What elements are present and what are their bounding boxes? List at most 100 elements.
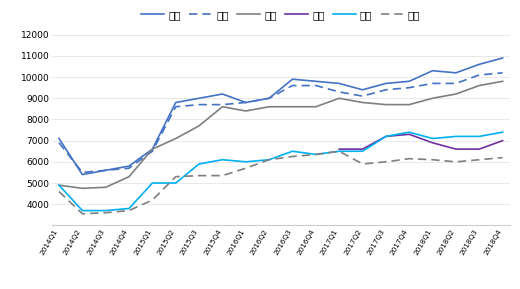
深圳 xyxy=(79,187,85,190)
上海 xyxy=(406,86,412,89)
上海 xyxy=(430,82,436,85)
沈阳 xyxy=(406,157,412,160)
北京 xyxy=(266,97,272,100)
昆明 xyxy=(243,160,249,164)
深圳 xyxy=(173,137,179,140)
昆明 xyxy=(430,137,436,140)
兰州 xyxy=(406,133,412,136)
上海 xyxy=(149,149,155,153)
北京 xyxy=(359,88,366,92)
北京 xyxy=(79,173,85,176)
深圳 xyxy=(243,109,249,113)
昆明 xyxy=(500,130,506,134)
兰州 xyxy=(359,147,366,151)
Line: 北京: 北京 xyxy=(59,58,503,175)
北京 xyxy=(126,164,132,168)
沈阳 xyxy=(313,153,319,156)
Legend: 北京, 上海, 深圳, 兰州, 昆明, 沈阳: 北京, 上海, 深圳, 兰州, 昆明, 沈阳 xyxy=(137,5,424,24)
昆明 xyxy=(336,149,342,153)
北京 xyxy=(173,101,179,104)
深圳 xyxy=(406,103,412,106)
上海 xyxy=(196,103,202,106)
北京 xyxy=(219,92,226,96)
昆明 xyxy=(453,135,459,138)
兰州 xyxy=(383,135,389,138)
沈阳 xyxy=(243,166,249,170)
沈阳 xyxy=(126,209,132,212)
Line: 深圳: 深圳 xyxy=(59,81,503,188)
沈阳 xyxy=(196,174,202,177)
深圳 xyxy=(359,101,366,104)
沈阳 xyxy=(173,175,179,178)
昆明 xyxy=(406,130,412,134)
昆明 xyxy=(219,158,226,162)
兰州 xyxy=(500,139,506,142)
北京 xyxy=(243,101,249,104)
上海 xyxy=(266,97,272,100)
沈阳 xyxy=(336,149,342,153)
沈阳 xyxy=(219,174,226,177)
上海 xyxy=(500,71,506,75)
深圳 xyxy=(149,147,155,151)
北京 xyxy=(313,79,319,83)
兰州 xyxy=(476,147,483,151)
沈阳 xyxy=(500,156,506,159)
北京 xyxy=(430,69,436,73)
上海 xyxy=(336,90,342,94)
昆明 xyxy=(126,207,132,210)
昆明 xyxy=(359,149,366,153)
深圳 xyxy=(476,84,483,87)
Line: 沈阳: 沈阳 xyxy=(59,151,503,214)
上海 xyxy=(173,105,179,108)
北京 xyxy=(196,97,202,100)
深圳 xyxy=(336,97,342,100)
上海 xyxy=(219,103,226,106)
沈阳 xyxy=(102,211,109,214)
Line: 昆明: 昆明 xyxy=(59,132,503,211)
沈阳 xyxy=(79,212,85,216)
昆明 xyxy=(476,135,483,138)
沈阳 xyxy=(359,162,366,166)
上海 xyxy=(383,88,389,92)
沈阳 xyxy=(149,198,155,202)
Line: 上海: 上海 xyxy=(59,73,503,173)
北京 xyxy=(149,147,155,151)
昆明 xyxy=(79,209,85,212)
上海 xyxy=(313,84,319,87)
上海 xyxy=(289,84,295,87)
上海 xyxy=(56,141,62,144)
沈阳 xyxy=(56,190,62,193)
昆明 xyxy=(102,209,109,212)
深圳 xyxy=(383,103,389,106)
昆明 xyxy=(56,184,62,187)
上海 xyxy=(102,168,109,172)
深圳 xyxy=(219,105,226,108)
昆明 xyxy=(266,158,272,162)
沈阳 xyxy=(430,158,436,162)
沈阳 xyxy=(289,155,295,158)
沈阳 xyxy=(383,160,389,164)
上海 xyxy=(243,101,249,104)
兰州 xyxy=(430,141,436,144)
深圳 xyxy=(500,79,506,83)
深圳 xyxy=(266,105,272,108)
上海 xyxy=(359,95,366,98)
深圳 xyxy=(56,184,62,187)
沈阳 xyxy=(476,158,483,162)
深圳 xyxy=(313,105,319,108)
昆明 xyxy=(383,135,389,138)
上海 xyxy=(126,166,132,170)
昆明 xyxy=(313,153,319,156)
深圳 xyxy=(126,175,132,178)
北京 xyxy=(289,77,295,81)
兰州 xyxy=(336,147,342,151)
上海 xyxy=(79,171,85,174)
深圳 xyxy=(453,92,459,96)
北京 xyxy=(336,82,342,85)
沈阳 xyxy=(266,158,272,162)
昆明 xyxy=(196,162,202,166)
北京 xyxy=(406,79,412,83)
北京 xyxy=(500,56,506,60)
深圳 xyxy=(196,124,202,127)
上海 xyxy=(476,73,483,77)
